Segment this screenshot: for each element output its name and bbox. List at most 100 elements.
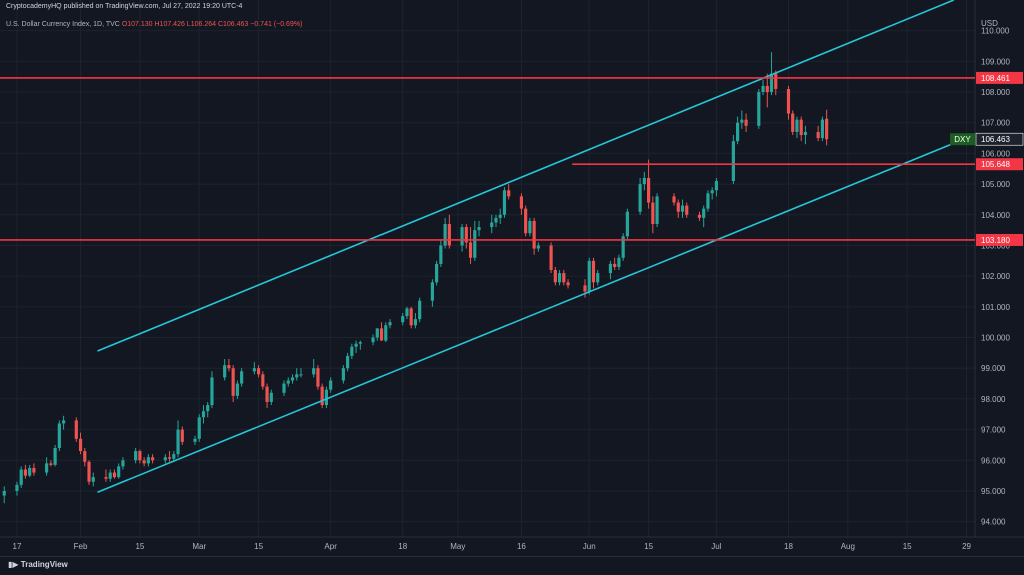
x-tick-label: Apr (324, 542, 337, 551)
candle-body (83, 451, 87, 462)
x-tick-label: 17 (13, 542, 22, 551)
candle-body (53, 448, 57, 465)
candle-body (108, 472, 112, 479)
candle-body (45, 463, 49, 473)
candle-body (791, 113, 795, 132)
ohlc-values: O107.130 H107.426 L106.264 C106.463 −0.7… (121, 21, 303, 28)
y-tick-label: 99.000 (981, 364, 1006, 373)
x-tick-label: Jul (711, 542, 721, 551)
publisher-line: CryptocademyHQ published on TradingView.… (6, 3, 243, 10)
candle-body (443, 224, 447, 246)
candle-body (642, 177, 646, 185)
candle-body (354, 343, 358, 347)
x-tick-label: Jun (583, 542, 596, 551)
candle-body (324, 389, 329, 406)
candle-body (494, 217, 498, 223)
candle-body (646, 177, 651, 203)
candle-body (706, 193, 710, 209)
candle-body (655, 196, 659, 225)
candle-body (820, 119, 824, 139)
candle-body (371, 337, 375, 343)
level-price-label: 108.461 (981, 74, 1010, 83)
candle-body (507, 190, 511, 197)
y-tick-label: 108.000 (981, 88, 1010, 97)
y-tick-label: 103.000 (981, 241, 1010, 250)
candle-body (710, 190, 714, 194)
candle-body (227, 365, 231, 369)
candle-body (803, 131, 808, 136)
candle-body (375, 328, 379, 338)
candle-body (765, 85, 769, 93)
level-price-label: 103.180 (981, 236, 1010, 245)
price-axis (975, 0, 1024, 556)
currency-label: USD (981, 19, 998, 28)
candle-body (91, 477, 95, 482)
x-tick-label: 16 (517, 542, 526, 551)
x-tick-label: 18 (398, 542, 407, 551)
candle-body (401, 316, 405, 323)
candle-body (286, 380, 290, 384)
candle-body (799, 119, 803, 136)
candle-body (583, 285, 587, 292)
candle-body (608, 263, 613, 274)
y-tick-label: 105.000 (981, 180, 1010, 189)
x-tick-label: Aug (841, 542, 855, 551)
symbol-title: U.S. Dollar Currency Index, 1D, TVC (6, 21, 120, 28)
candle-body (269, 392, 273, 402)
y-tick-label: 107.000 (981, 119, 1010, 128)
x-tick-label: 15 (903, 542, 912, 551)
candle-body (350, 346, 354, 356)
candle-body (430, 282, 434, 301)
candle-body (736, 122, 740, 142)
candle-body (316, 368, 320, 387)
candle-body (87, 461, 91, 482)
candle-body (379, 328, 384, 341)
tradingview-brand[interactable]: ▮▶ TradingView (8, 560, 68, 569)
candle-body (816, 131, 820, 139)
y-tick-label: 102.000 (981, 272, 1010, 281)
y-tick-label: 106.000 (981, 149, 1010, 158)
candle-body (201, 411, 206, 418)
x-tick-label: May (450, 542, 465, 551)
candle-body (61, 420, 66, 424)
candle-body (795, 119, 799, 132)
candle-body (23, 469, 28, 476)
y-tick-label: 95.000 (981, 487, 1006, 496)
candle-body (621, 236, 625, 258)
candle-body (536, 245, 540, 249)
candle-body (553, 270, 557, 283)
candle-body (78, 438, 83, 452)
candle-body (346, 355, 350, 369)
candle-body (388, 322, 392, 326)
candle-body (825, 118, 829, 140)
tradingview-logo-icon: ▮▶ (8, 560, 19, 569)
candle-body (702, 208, 706, 218)
candle-body (731, 141, 735, 182)
candle-body (447, 224, 451, 246)
candle-body (680, 205, 685, 212)
candle-body (138, 451, 142, 461)
candle-body (193, 438, 197, 442)
candle-body (176, 429, 180, 455)
candle-body (774, 73, 778, 89)
x-tick-label: 15 (254, 542, 263, 551)
candle-body (625, 211, 629, 237)
candle-body (409, 308, 413, 326)
candle-body (786, 88, 791, 114)
candle-body (435, 263, 439, 283)
candle-body (223, 365, 227, 378)
candle-body (638, 184, 642, 212)
level-price-label: 105.648 (981, 160, 1010, 169)
x-tick-label: Mar (192, 542, 206, 551)
candle-body (151, 457, 155, 461)
price-chart[interactable]: USD 94.000 95.000 96.000 97.000 98.000 99.000 1… (0, 0, 1024, 556)
candle-body (121, 460, 125, 467)
y-tick-label: 97.000 (981, 426, 1006, 435)
chart-header: CryptocademyHQ published on TradingView.… (6, 3, 242, 10)
candle-body (299, 374, 303, 376)
candle-body (163, 457, 167, 461)
candle-body (587, 260, 591, 292)
y-tick-label: 104.000 (981, 211, 1010, 220)
candle-body (439, 245, 443, 264)
candle-body (740, 119, 744, 123)
